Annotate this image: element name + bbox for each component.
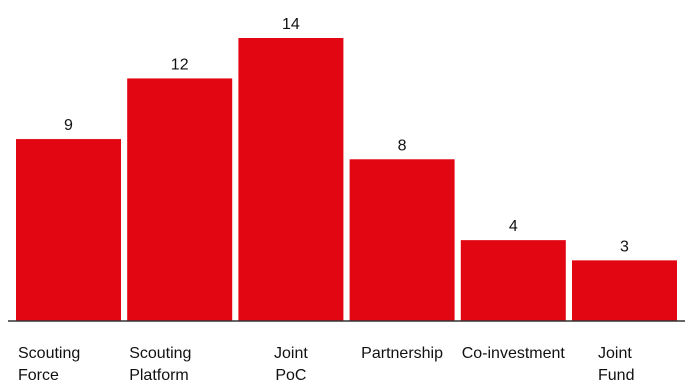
category-label-5-line-1: Fund bbox=[598, 367, 634, 383]
bar-3 bbox=[349, 159, 455, 321]
category-label-1-line-0: Scouting bbox=[129, 345, 191, 362]
category-label-1: Scouting Platform bbox=[129, 345, 191, 383]
bars-group bbox=[16, 38, 677, 321]
value-label-4: 4 bbox=[509, 218, 518, 235]
bar-4 bbox=[460, 240, 566, 321]
category-label-0-line-0: Scouting bbox=[18, 345, 80, 362]
category-label-3: Partnership bbox=[361, 345, 443, 362]
category-label-5-line-0: Joint bbox=[598, 345, 632, 362]
category-label-3-line-0: Partnership bbox=[361, 345, 443, 362]
bar-2 bbox=[238, 38, 344, 321]
category-label-2: Joint PoC bbox=[274, 345, 308, 383]
category-label-1-line-1: Platform bbox=[129, 367, 189, 383]
category-label-4-line-0: Co-investment bbox=[462, 345, 566, 362]
category-label-0: Scouting Force bbox=[18, 345, 80, 383]
category-label-2-line-1: PoC bbox=[275, 367, 306, 383]
value-label-5: 3 bbox=[620, 238, 629, 255]
value-label-3: 8 bbox=[398, 137, 407, 154]
value-label-1: 12 bbox=[171, 56, 189, 73]
bar-1 bbox=[127, 78, 233, 321]
category-label-5: Joint Fund bbox=[598, 345, 634, 383]
category-label-4: Co-investment bbox=[462, 345, 566, 362]
value-label-2: 14 bbox=[282, 16, 300, 33]
bar-5 bbox=[572, 260, 677, 321]
category-label-0-line-1: Force bbox=[18, 367, 59, 383]
value-labels-group: 9 12 14 8 4 3 bbox=[64, 16, 629, 255]
category-labels-group: Scouting Force Scouting Platform Joint PoC Par… bbox=[18, 345, 634, 383]
category-label-2-line-0: Joint bbox=[274, 345, 308, 362]
value-label-0: 9 bbox=[64, 117, 73, 134]
bar-0 bbox=[16, 139, 121, 321]
